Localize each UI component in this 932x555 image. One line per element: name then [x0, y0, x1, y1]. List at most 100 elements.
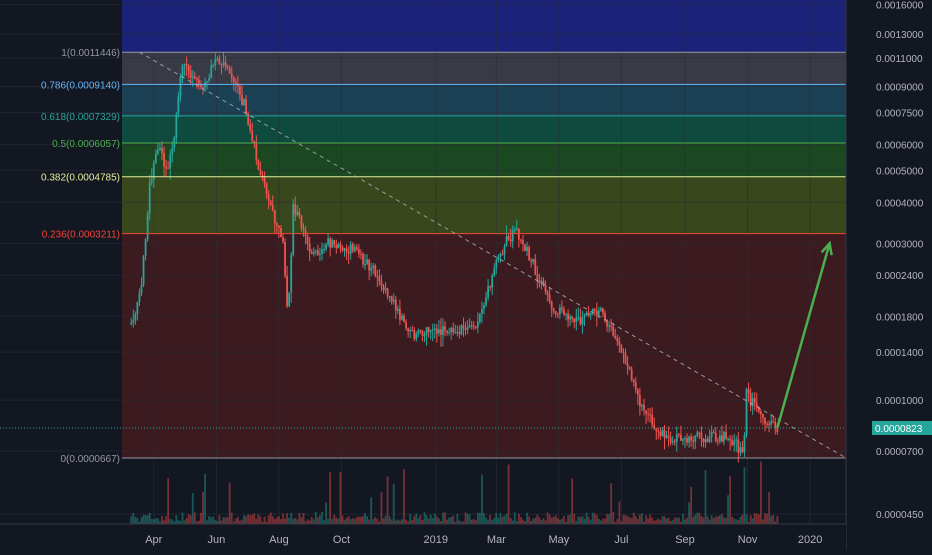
volume-bar [241, 519, 243, 524]
volume-bar [312, 519, 315, 524]
volume-bar [384, 515, 387, 524]
candle-body [749, 392, 752, 407]
candle-body [132, 320, 135, 323]
x-tick-label: Sep [675, 534, 695, 546]
candle-body [735, 439, 738, 441]
candle-body [727, 438, 729, 440]
candle-body [368, 259, 371, 271]
candle-body [302, 228, 305, 231]
x-tick-label: Oct [333, 534, 350, 546]
candle-body [696, 432, 699, 437]
candle-body [472, 325, 475, 327]
candle-body [675, 434, 678, 442]
volume-bar [478, 512, 481, 524]
candle-body [661, 429, 664, 436]
volume-bar [310, 516, 313, 524]
volume-bar [411, 520, 414, 524]
candle-body [442, 326, 444, 336]
volume-bar [721, 513, 723, 524]
candle-body [366, 259, 368, 264]
volume-bar [468, 514, 471, 524]
volume-bar [452, 515, 455, 524]
volume-bar [561, 518, 563, 524]
candle-body [255, 143, 258, 160]
candle-body [667, 435, 670, 438]
volume-bar [606, 513, 608, 524]
volume-bar [575, 521, 578, 524]
volume-bar [489, 514, 492, 524]
candle-body [595, 310, 598, 315]
volume-bar [321, 512, 323, 524]
volume-bar [667, 517, 670, 524]
candle-body [548, 294, 551, 302]
candle-body [415, 333, 418, 339]
candle-body [220, 64, 223, 66]
candle-body [684, 438, 686, 440]
candle-body [341, 246, 344, 251]
volume-bar [679, 521, 682, 524]
candle-body [236, 84, 239, 87]
candle-body [558, 307, 561, 315]
volume-bar [460, 521, 463, 524]
volume-bar [271, 516, 274, 524]
volume-bar [319, 515, 321, 524]
candle-body [591, 308, 594, 314]
volume-bar [337, 518, 340, 524]
y-tick-label: 0.0005000 [876, 166, 924, 177]
candle-body [768, 423, 770, 425]
candle-body [686, 438, 688, 443]
candle-body [665, 435, 668, 438]
candle-body [446, 330, 448, 333]
last-price-label: 0.0000823 [875, 424, 923, 435]
candle-body [253, 140, 256, 144]
volume-bar [749, 515, 752, 524]
y-tick-label: 0.0011000 [876, 54, 923, 65]
candle-body [606, 320, 608, 327]
candle-body [745, 389, 748, 436]
x-tick-label: Nov [738, 534, 758, 546]
volume-bar [661, 516, 664, 524]
volume-bar [261, 521, 264, 524]
volume-bar [247, 514, 250, 524]
volume-bar [718, 515, 721, 524]
volume-bar [327, 518, 330, 524]
volume-bar [550, 517, 553, 524]
candle-body [622, 352, 625, 354]
candle-body [452, 327, 455, 333]
volume-bar [659, 520, 662, 524]
volume-bar [142, 514, 145, 524]
y-axis: 0.0016000 0.0013000 0.0011000 0.0009000 0.00… [845, 0, 932, 550]
candle-body [530, 260, 533, 262]
candle-body [733, 440, 736, 446]
y-tick-label: 0.0004000 [876, 198, 924, 209]
volume-bar [243, 515, 245, 524]
volume-bar [220, 520, 223, 524]
candle-body [602, 308, 604, 313]
volume-bar [485, 517, 487, 524]
y-axis-bg [846, 0, 932, 550]
volume-bar [401, 519, 403, 524]
volume-bar [212, 516, 215, 524]
candle-body [226, 66, 229, 69]
candle-body [413, 330, 416, 339]
volume-bar [175, 515, 178, 524]
volume-bar [161, 516, 163, 524]
candle-body [718, 435, 721, 442]
volume-bar [766, 513, 768, 524]
volume-bar [532, 518, 535, 524]
candle-body [306, 236, 309, 244]
candle-body [663, 429, 666, 438]
candle-body [390, 296, 393, 302]
candle-body [267, 194, 270, 201]
candle-body [257, 159, 260, 170]
volume-bar [353, 518, 356, 524]
volume-bar [269, 512, 272, 524]
volume-bar [481, 474, 483, 524]
candle-body [614, 335, 617, 339]
candle-body [575, 317, 578, 323]
candle-body [450, 327, 453, 333]
volume-bar [548, 514, 551, 524]
candle-body [772, 421, 775, 423]
